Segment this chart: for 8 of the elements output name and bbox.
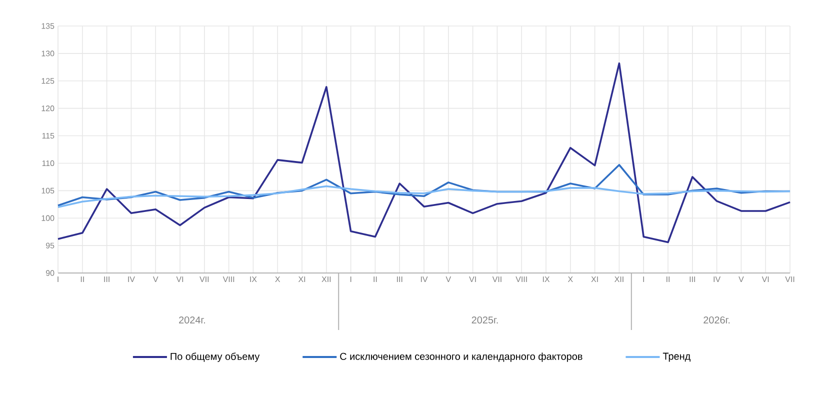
legend-label: По общему объему	[170, 352, 260, 362]
line-series	[57, 62, 791, 244]
legend-label: С исключением сезонного и календарного факторов	[340, 352, 582, 362]
text: 2026г.	[704, 316, 730, 324]
text: 2025г.	[472, 316, 498, 324]
text: 2024г.	[179, 316, 205, 324]
legend-label: Тренд	[662, 352, 690, 362]
line-series	[57, 185, 791, 208]
